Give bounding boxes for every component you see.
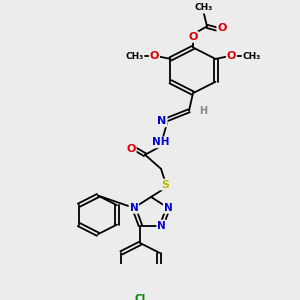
Text: CH₃: CH₃ bbox=[125, 52, 144, 61]
Text: O: O bbox=[126, 145, 136, 154]
Text: N: N bbox=[164, 203, 172, 213]
Text: N: N bbox=[157, 220, 166, 231]
Text: Cl: Cl bbox=[135, 294, 146, 300]
Text: S: S bbox=[161, 180, 169, 190]
Text: O: O bbox=[227, 51, 236, 61]
Text: CH₃: CH₃ bbox=[242, 52, 261, 61]
Text: CH₃: CH₃ bbox=[195, 3, 213, 12]
Text: NH: NH bbox=[152, 137, 170, 147]
Text: N: N bbox=[158, 116, 166, 126]
Text: H: H bbox=[199, 106, 207, 116]
Text: N: N bbox=[130, 203, 138, 213]
Text: O: O bbox=[217, 23, 227, 33]
Text: O: O bbox=[150, 51, 159, 61]
Text: O: O bbox=[188, 32, 198, 42]
